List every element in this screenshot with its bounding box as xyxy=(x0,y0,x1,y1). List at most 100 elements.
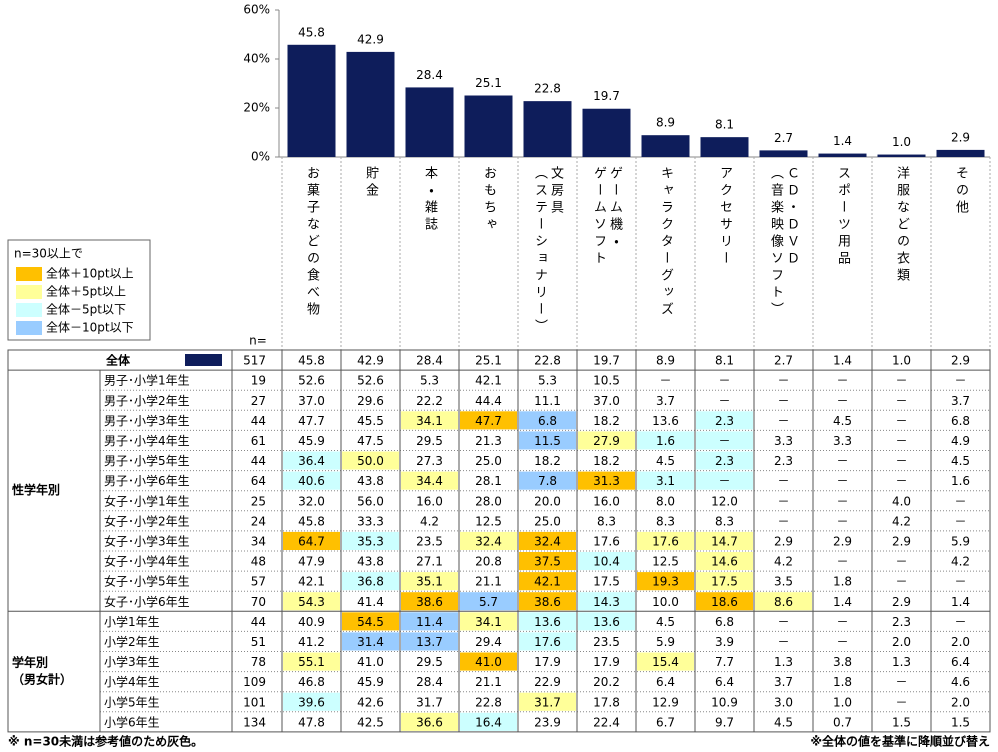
cell: 45.9 xyxy=(298,434,325,448)
n-value: 48 xyxy=(251,555,266,569)
cell: 1.5 xyxy=(892,715,911,729)
cell: 18.6 xyxy=(711,595,738,609)
cell-highlight xyxy=(460,652,517,671)
cell-highlight xyxy=(401,612,458,631)
cell-highlight xyxy=(342,612,399,631)
value-label: 8.9 xyxy=(656,116,675,130)
category-label: その他 xyxy=(953,166,969,217)
cell: 3.1 xyxy=(656,474,675,488)
category-label: 貯金 xyxy=(363,166,379,200)
cell: 6.8 xyxy=(951,414,970,428)
cell: 36.8 xyxy=(357,575,384,589)
row-label: 小学1年生 xyxy=(104,614,160,629)
cell: 14.6 xyxy=(711,555,738,569)
cell-highlight xyxy=(460,531,517,550)
cell: 2.9 xyxy=(892,534,911,548)
cell: 14.7 xyxy=(711,534,738,548)
category-label: ゲームソフト xyxy=(591,166,607,268)
cell: 47.8 xyxy=(298,715,325,729)
cell-highlight xyxy=(578,592,635,611)
cell-highlight xyxy=(519,471,576,490)
cell: － xyxy=(718,394,730,408)
n-value: 27 xyxy=(251,394,266,408)
cell-highlight xyxy=(696,411,753,430)
cell: 31.7 xyxy=(534,695,561,709)
cell-highlight xyxy=(519,431,576,450)
cell: 22.8 xyxy=(475,695,502,709)
cell-highlight xyxy=(283,692,340,711)
cell: 16.4 xyxy=(475,715,502,729)
cell: － xyxy=(836,635,848,649)
cell: 3.8 xyxy=(833,655,852,669)
bar xyxy=(523,101,572,157)
cell-highlight xyxy=(637,431,694,450)
cell: 3.0 xyxy=(774,695,793,709)
cell: － xyxy=(777,514,789,528)
cell: 6.4 xyxy=(715,675,734,689)
cell: － xyxy=(718,474,730,488)
cell-highlight xyxy=(283,471,340,490)
cell: 23.5 xyxy=(416,534,443,548)
cell: － xyxy=(718,434,730,448)
cell: 28.1 xyxy=(475,474,502,488)
cell: 37.0 xyxy=(593,394,620,408)
cell-highlight xyxy=(283,592,340,611)
cell: 10.0 xyxy=(652,595,679,609)
value-label: 45.8 xyxy=(298,25,325,39)
n-value: 64 xyxy=(251,474,266,488)
cell: 52.6 xyxy=(298,374,325,388)
cell: 5.9 xyxy=(951,534,970,548)
cell: 22.8 xyxy=(534,354,561,368)
cell: 17.6 xyxy=(534,635,561,649)
cell-highlight xyxy=(519,632,576,651)
cell: 1.6 xyxy=(656,434,675,448)
bar xyxy=(759,150,808,157)
cell: 41.0 xyxy=(475,655,502,669)
cell: 11.4 xyxy=(416,615,443,629)
cell: 5.3 xyxy=(538,374,557,388)
cell-highlight xyxy=(342,531,399,550)
cell: 44.4 xyxy=(475,394,502,408)
cell: 3.3 xyxy=(774,434,793,448)
n-value: 57 xyxy=(251,575,266,589)
cell-highlight xyxy=(696,592,753,611)
category-label: 本・雑誌 xyxy=(422,166,438,234)
cell: 47.9 xyxy=(298,555,325,569)
cell: 39.6 xyxy=(298,695,325,709)
legend-label: 全体－10pt以下 xyxy=(46,321,134,335)
cell-highlight xyxy=(578,431,635,450)
row-label: 小学5年生 xyxy=(104,694,160,709)
n-value: 25 xyxy=(251,494,266,508)
cell: － xyxy=(895,454,907,468)
cell: 28.4 xyxy=(416,354,443,368)
row-label: 男子･小学2年生 xyxy=(104,393,190,408)
cell: － xyxy=(777,474,789,488)
cell: 15.4 xyxy=(652,655,679,669)
cell: － xyxy=(895,394,907,408)
cell: 1.8 xyxy=(833,675,852,689)
cell: 28.0 xyxy=(475,494,502,508)
cell: 17.9 xyxy=(534,655,561,669)
legend-swatch xyxy=(16,285,42,299)
row-label: 小学3年生 xyxy=(104,654,160,669)
cell: 11.1 xyxy=(534,394,561,408)
cell: 46.8 xyxy=(298,675,325,689)
cell: 54.5 xyxy=(357,615,384,629)
cell: － xyxy=(836,374,848,388)
cell: 42.5 xyxy=(357,715,384,729)
group-label: 学年別 xyxy=(12,655,48,670)
cell: 6.7 xyxy=(656,715,675,729)
cell: 34.4 xyxy=(416,474,443,488)
n-value: 19 xyxy=(251,374,266,388)
y-tick-label: 60% xyxy=(243,3,270,17)
cell: 4.2 xyxy=(951,555,970,569)
cell: 29.5 xyxy=(416,655,443,669)
cell: 1.4 xyxy=(833,354,852,368)
cell: 7.7 xyxy=(715,655,734,669)
value-label: 2.7 xyxy=(774,131,793,145)
row-label: 女子･小学3年生 xyxy=(104,533,190,548)
cell: 4.5 xyxy=(656,615,675,629)
cell: 38.6 xyxy=(534,595,561,609)
category-label: おもちゃ xyxy=(481,166,496,234)
cell: － xyxy=(895,374,907,388)
